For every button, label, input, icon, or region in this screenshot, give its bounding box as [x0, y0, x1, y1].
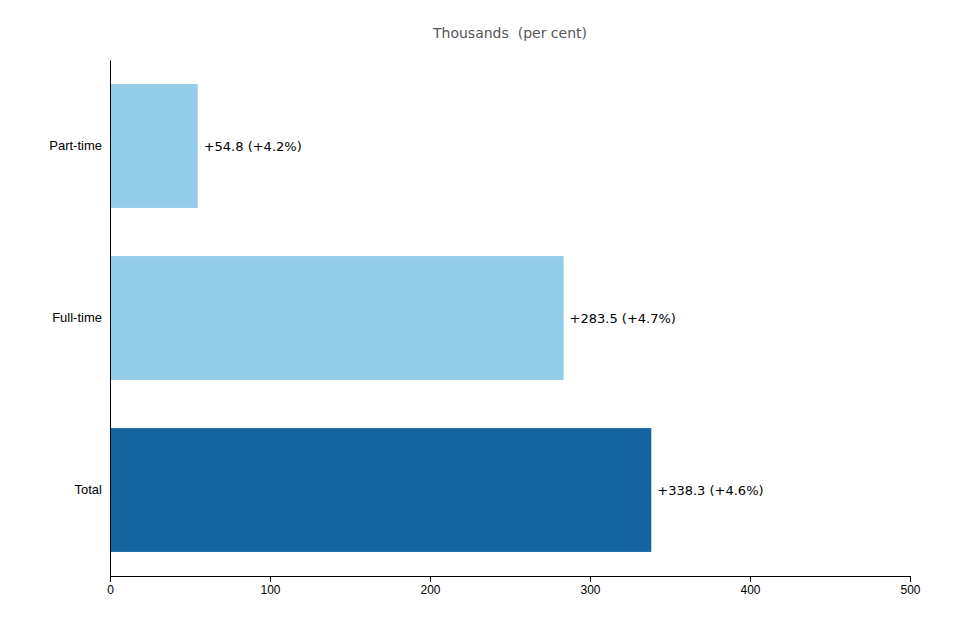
y-axis-line	[110, 61, 111, 577]
bar	[110, 84, 198, 208]
x-axis: 0 100 200 300 400 500	[107, 576, 921, 597]
x-tick-mark	[910, 576, 911, 582]
x-tick-mark	[430, 576, 431, 582]
x-tick-label: 300	[580, 583, 600, 597]
x-tick-label: 100	[260, 583, 280, 597]
x-tick: 400	[740, 576, 760, 597]
x-tick-mark	[590, 576, 591, 582]
y-tick-label: Full-time	[52, 310, 102, 325]
data-label: +338.3 (+4.6%)	[657, 483, 763, 498]
x-axis-line	[111, 577, 911, 583]
plot: 0 100 200 300 400 500 Total Full-time Part-time +…	[49, 61, 921, 597]
data-label: +54.8 (+4.2%)	[204, 139, 302, 154]
y-axis: Total Full-time Part-time	[49, 61, 110, 577]
data-labels: +338.3 (+4.6%) +283.5 (+4.7%) +54.8 (+4.2%…	[204, 139, 764, 498]
x-tick: 500	[900, 576, 920, 597]
y-tick-label: Part-time	[49, 138, 102, 153]
y-tick: Full-time	[52, 310, 102, 325]
x-tick-mark	[270, 576, 271, 582]
y-tick-label: Total	[75, 482, 103, 497]
y-tick: Part-time	[49, 138, 102, 153]
bar	[110, 256, 564, 380]
x-tick-label: 0	[107, 583, 114, 597]
x-tick-label: 200	[420, 583, 440, 597]
x-tick-label: 400	[740, 583, 760, 597]
data-label: +283.5 (+4.7%)	[570, 311, 676, 326]
title: Thousands (per cent)	[432, 25, 587, 41]
y-tick: Total	[75, 482, 103, 497]
x-tick: 0	[107, 576, 114, 597]
x-tick-mark	[750, 576, 751, 582]
chart: 0 100 200 300 400 500 Total Full-time Part-time +…	[0, 0, 960, 626]
x-tick: 100	[260, 576, 280, 597]
x-tick-mark	[110, 576, 111, 582]
x-tick: 300	[580, 576, 600, 597]
bar	[110, 428, 651, 552]
x-tick: 200	[420, 576, 440, 597]
x-tick-label: 500	[900, 583, 920, 597]
